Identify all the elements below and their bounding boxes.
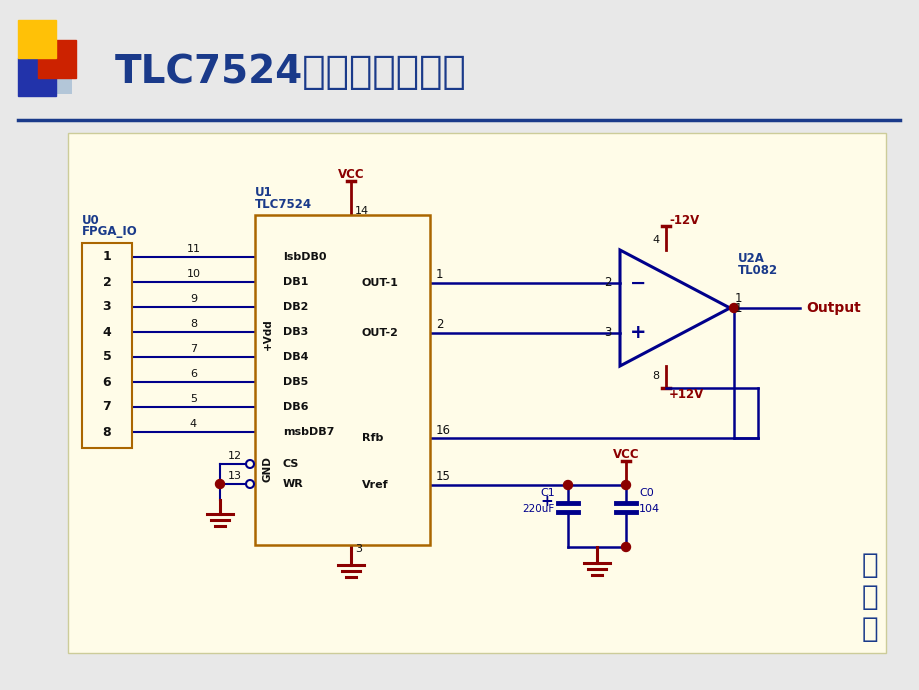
Text: 1: 1 [436, 268, 443, 282]
Text: 6: 6 [103, 375, 111, 388]
Text: 8: 8 [103, 426, 111, 439]
Text: TL082: TL082 [737, 264, 777, 277]
Text: 页: 页 [861, 615, 878, 643]
Text: msbDB7: msbDB7 [283, 427, 334, 437]
Text: 14: 14 [355, 206, 369, 216]
Bar [18, 20, 56, 58]
Text: Rfb: Rfb [361, 433, 383, 443]
Text: 7: 7 [189, 344, 197, 354]
Text: 6: 6 [190, 369, 197, 379]
Circle shape [729, 304, 738, 313]
Text: Output: Output [805, 301, 860, 315]
Text: 8: 8 [189, 319, 197, 329]
Text: DB5: DB5 [283, 377, 308, 387]
Text: DB4: DB4 [283, 352, 308, 362]
Text: OUT-1: OUT-1 [361, 278, 399, 288]
Text: WR: WR [283, 479, 303, 489]
Text: 13: 13 [228, 471, 242, 481]
Text: 1: 1 [734, 302, 742, 315]
Text: GND: GND [263, 456, 273, 482]
Text: 15: 15 [436, 471, 450, 484]
Bar [255, 215, 429, 545]
Text: DB3: DB3 [283, 327, 308, 337]
Text: 下: 下 [861, 583, 878, 611]
Text: −: − [630, 273, 645, 293]
Text: CS: CS [283, 459, 299, 469]
Text: 1: 1 [734, 293, 742, 306]
Text: 5: 5 [103, 351, 111, 364]
Text: 接: 接 [861, 551, 878, 579]
Text: lsbDB0: lsbDB0 [283, 252, 326, 262]
Circle shape [215, 480, 224, 489]
Text: TLC7524: TLC7524 [255, 197, 312, 210]
Bar [82, 243, 131, 448]
Bar [38, 40, 76, 78]
Circle shape [621, 542, 630, 551]
Text: 2: 2 [103, 275, 111, 288]
Text: DB1: DB1 [283, 277, 308, 287]
Text: Vref: Vref [361, 480, 388, 490]
Text: VCC: VCC [612, 448, 639, 462]
Text: DB2: DB2 [283, 302, 308, 312]
Text: 5: 5 [190, 394, 197, 404]
Text: 104: 104 [639, 504, 660, 514]
Text: 8: 8 [652, 371, 659, 381]
Text: 9: 9 [189, 294, 197, 304]
Text: 10: 10 [187, 269, 200, 279]
Text: 1: 1 [103, 250, 111, 264]
Text: C1: C1 [539, 488, 554, 498]
Text: 11: 11 [187, 244, 200, 254]
Text: U1: U1 [255, 186, 272, 199]
Circle shape [621, 480, 630, 489]
Text: FPGA_IO: FPGA_IO [82, 226, 138, 239]
Bar [56, 64, 72, 94]
Text: C0: C0 [639, 488, 653, 498]
Text: 16: 16 [436, 424, 450, 437]
Text: 2: 2 [436, 319, 443, 331]
Text: +Vdd: +Vdd [263, 318, 273, 350]
Text: 2: 2 [604, 277, 611, 290]
Text: 3: 3 [604, 326, 611, 339]
Text: VCC: VCC [337, 168, 364, 181]
Text: +: + [539, 493, 552, 509]
Text: 3: 3 [103, 301, 111, 313]
Text: -12V: -12V [668, 213, 698, 226]
Circle shape [562, 480, 572, 489]
Text: TLC7524接口电路设计图: TLC7524接口电路设计图 [115, 53, 466, 91]
Text: 3: 3 [355, 544, 362, 554]
Text: DB6: DB6 [283, 402, 308, 412]
Text: 220uF: 220uF [522, 504, 554, 514]
Text: 7: 7 [103, 400, 111, 413]
Text: U2A: U2A [737, 251, 764, 264]
Text: U0: U0 [82, 215, 99, 228]
Bar [18, 58, 56, 96]
Bar [68, 133, 885, 653]
Text: +12V: +12V [668, 388, 704, 400]
Text: 4: 4 [103, 326, 111, 339]
Text: 4: 4 [189, 419, 197, 429]
Text: 4: 4 [652, 235, 659, 245]
Text: OUT-2: OUT-2 [361, 328, 399, 338]
Text: +: + [630, 324, 645, 342]
Text: 12: 12 [228, 451, 242, 461]
